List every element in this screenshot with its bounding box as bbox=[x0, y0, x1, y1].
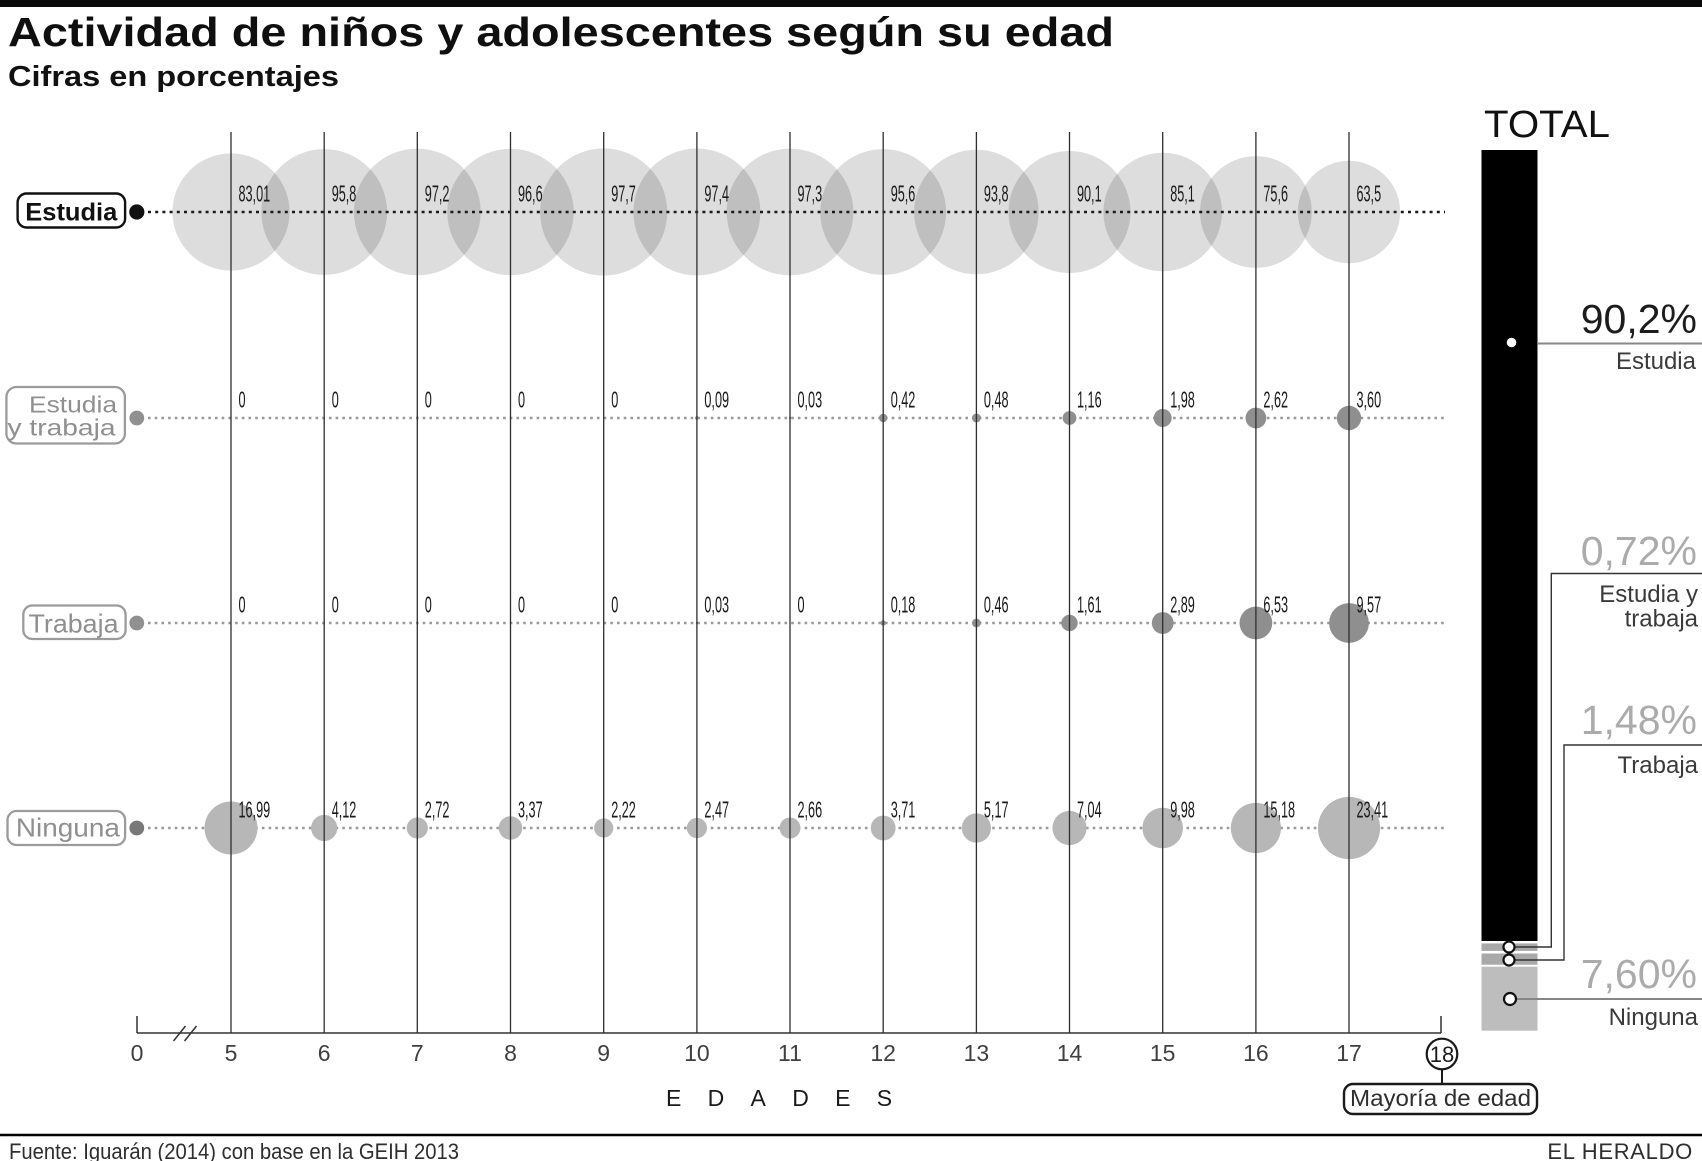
svg-text:2,47: 2,47 bbox=[704, 796, 729, 822]
svg-text:14: 14 bbox=[1057, 1040, 1083, 1066]
svg-text:0: 0 bbox=[798, 591, 805, 617]
svg-text:7,04: 7,04 bbox=[1077, 796, 1102, 822]
svg-text:97,2: 97,2 bbox=[425, 180, 450, 206]
svg-text:12: 12 bbox=[870, 1040, 896, 1066]
svg-text:90,1: 90,1 bbox=[1077, 180, 1102, 206]
svg-text:Trabaja: Trabaja bbox=[1618, 752, 1699, 779]
svg-text:0: 0 bbox=[425, 591, 432, 617]
svg-text:0: 0 bbox=[131, 1040, 144, 1066]
svg-text:9,98: 9,98 bbox=[1170, 796, 1195, 822]
svg-text:Ninguna: Ninguna bbox=[1609, 1004, 1699, 1031]
svg-text:15: 15 bbox=[1150, 1040, 1176, 1066]
svg-text:Mayoría de edad: Mayoría de edad bbox=[1350, 1085, 1531, 1111]
svg-text:97,3: 97,3 bbox=[798, 180, 823, 206]
svg-text:0,03: 0,03 bbox=[704, 591, 729, 617]
svg-text:0,42: 0,42 bbox=[891, 386, 916, 412]
svg-text:96,6: 96,6 bbox=[518, 180, 543, 206]
svg-text:93,8: 93,8 bbox=[984, 180, 1009, 206]
svg-text:0,18: 0,18 bbox=[891, 591, 916, 617]
svg-text:0: 0 bbox=[518, 386, 525, 412]
svg-text:Estudia y: Estudia y bbox=[1599, 581, 1698, 608]
svg-text:15,18: 15,18 bbox=[1263, 796, 1295, 822]
svg-text:17: 17 bbox=[1336, 1040, 1362, 1066]
svg-text:9,57: 9,57 bbox=[1357, 591, 1382, 617]
svg-text:6: 6 bbox=[318, 1040, 331, 1066]
svg-text:3,71: 3,71 bbox=[891, 796, 916, 822]
svg-text:Trabaja: Trabaja bbox=[29, 608, 120, 638]
svg-text:0,48: 0,48 bbox=[984, 386, 1009, 412]
svg-text:3,37: 3,37 bbox=[518, 796, 543, 822]
svg-text:9: 9 bbox=[597, 1040, 610, 1066]
svg-text:0,46: 0,46 bbox=[984, 591, 1009, 617]
svg-text:EDADES: EDADES bbox=[666, 1085, 918, 1111]
svg-text:16,99: 16,99 bbox=[239, 796, 271, 822]
svg-text:18: 18 bbox=[1430, 1042, 1454, 1067]
svg-text:Ninguna: Ninguna bbox=[16, 812, 121, 842]
svg-text:90,2%: 90,2% bbox=[1581, 296, 1697, 342]
svg-text:4,12: 4,12 bbox=[332, 796, 357, 822]
svg-text:75,6: 75,6 bbox=[1263, 180, 1288, 206]
svg-text:2,72: 2,72 bbox=[425, 796, 450, 822]
svg-text:83,01: 83,01 bbox=[239, 180, 271, 206]
svg-text:trabaja: trabaja bbox=[1625, 606, 1699, 633]
svg-text:Estudia: Estudia bbox=[29, 391, 117, 417]
svg-text:1,61: 1,61 bbox=[1077, 591, 1102, 617]
svg-text:2,62: 2,62 bbox=[1263, 386, 1288, 412]
svg-text:7,60%: 7,60% bbox=[1581, 951, 1697, 997]
svg-text:95,8: 95,8 bbox=[332, 180, 357, 206]
svg-text:0,03: 0,03 bbox=[798, 386, 823, 412]
svg-text:3,60: 3,60 bbox=[1357, 386, 1382, 412]
svg-text:1,98: 1,98 bbox=[1170, 386, 1195, 412]
svg-text:97,7: 97,7 bbox=[611, 180, 636, 206]
svg-text:2,66: 2,66 bbox=[798, 796, 823, 822]
svg-text:0,72%: 0,72% bbox=[1581, 528, 1697, 574]
svg-text:1,48%: 1,48% bbox=[1581, 697, 1697, 743]
svg-text:97,4: 97,4 bbox=[704, 180, 729, 206]
svg-text:23,41: 23,41 bbox=[1357, 796, 1389, 822]
svg-text:0: 0 bbox=[611, 591, 618, 617]
svg-text:Estudia: Estudia bbox=[1616, 348, 1697, 375]
svg-text:TOTAL: TOTAL bbox=[1484, 104, 1610, 146]
svg-text:Fuente: Iguarán (2014) con bas: Fuente: Iguarán (2014) con base en la GE… bbox=[9, 1139, 459, 1161]
svg-text:5,17: 5,17 bbox=[984, 796, 1009, 822]
svg-text:10: 10 bbox=[684, 1040, 710, 1066]
svg-text:0: 0 bbox=[239, 386, 246, 412]
svg-text:0: 0 bbox=[425, 386, 432, 412]
svg-text:95,6: 95,6 bbox=[891, 180, 916, 206]
svg-text:13: 13 bbox=[964, 1040, 990, 1066]
svg-text:6,53: 6,53 bbox=[1263, 591, 1288, 617]
svg-text:0: 0 bbox=[518, 591, 525, 617]
svg-text:7: 7 bbox=[411, 1040, 424, 1066]
svg-text:0: 0 bbox=[239, 591, 246, 617]
svg-text:1,16: 1,16 bbox=[1077, 386, 1102, 412]
svg-text:8: 8 bbox=[504, 1040, 517, 1066]
svg-text:EL HERALDO: EL HERALDO bbox=[1547, 1139, 1693, 1161]
svg-text:0: 0 bbox=[332, 386, 339, 412]
svg-text:85,1: 85,1 bbox=[1170, 180, 1195, 206]
svg-text:63,5: 63,5 bbox=[1357, 180, 1382, 206]
svg-text:Actividad de niños y adolescen: Actividad de niños y adolescentes según … bbox=[8, 9, 1114, 55]
svg-text:Cifras en porcentajes: Cifras en porcentajes bbox=[8, 61, 339, 93]
svg-text:0: 0 bbox=[611, 386, 618, 412]
svg-text:5: 5 bbox=[225, 1040, 238, 1066]
svg-text:11: 11 bbox=[778, 1040, 802, 1066]
svg-text:Estudia: Estudia bbox=[25, 199, 118, 227]
svg-text:2,22: 2,22 bbox=[611, 796, 636, 822]
svg-text:0: 0 bbox=[332, 591, 339, 617]
svg-text:0,09: 0,09 bbox=[704, 386, 729, 412]
svg-text:y trabaja: y trabaja bbox=[8, 414, 116, 440]
svg-text:16: 16 bbox=[1243, 1040, 1269, 1066]
svg-text:2,89: 2,89 bbox=[1170, 591, 1195, 617]
